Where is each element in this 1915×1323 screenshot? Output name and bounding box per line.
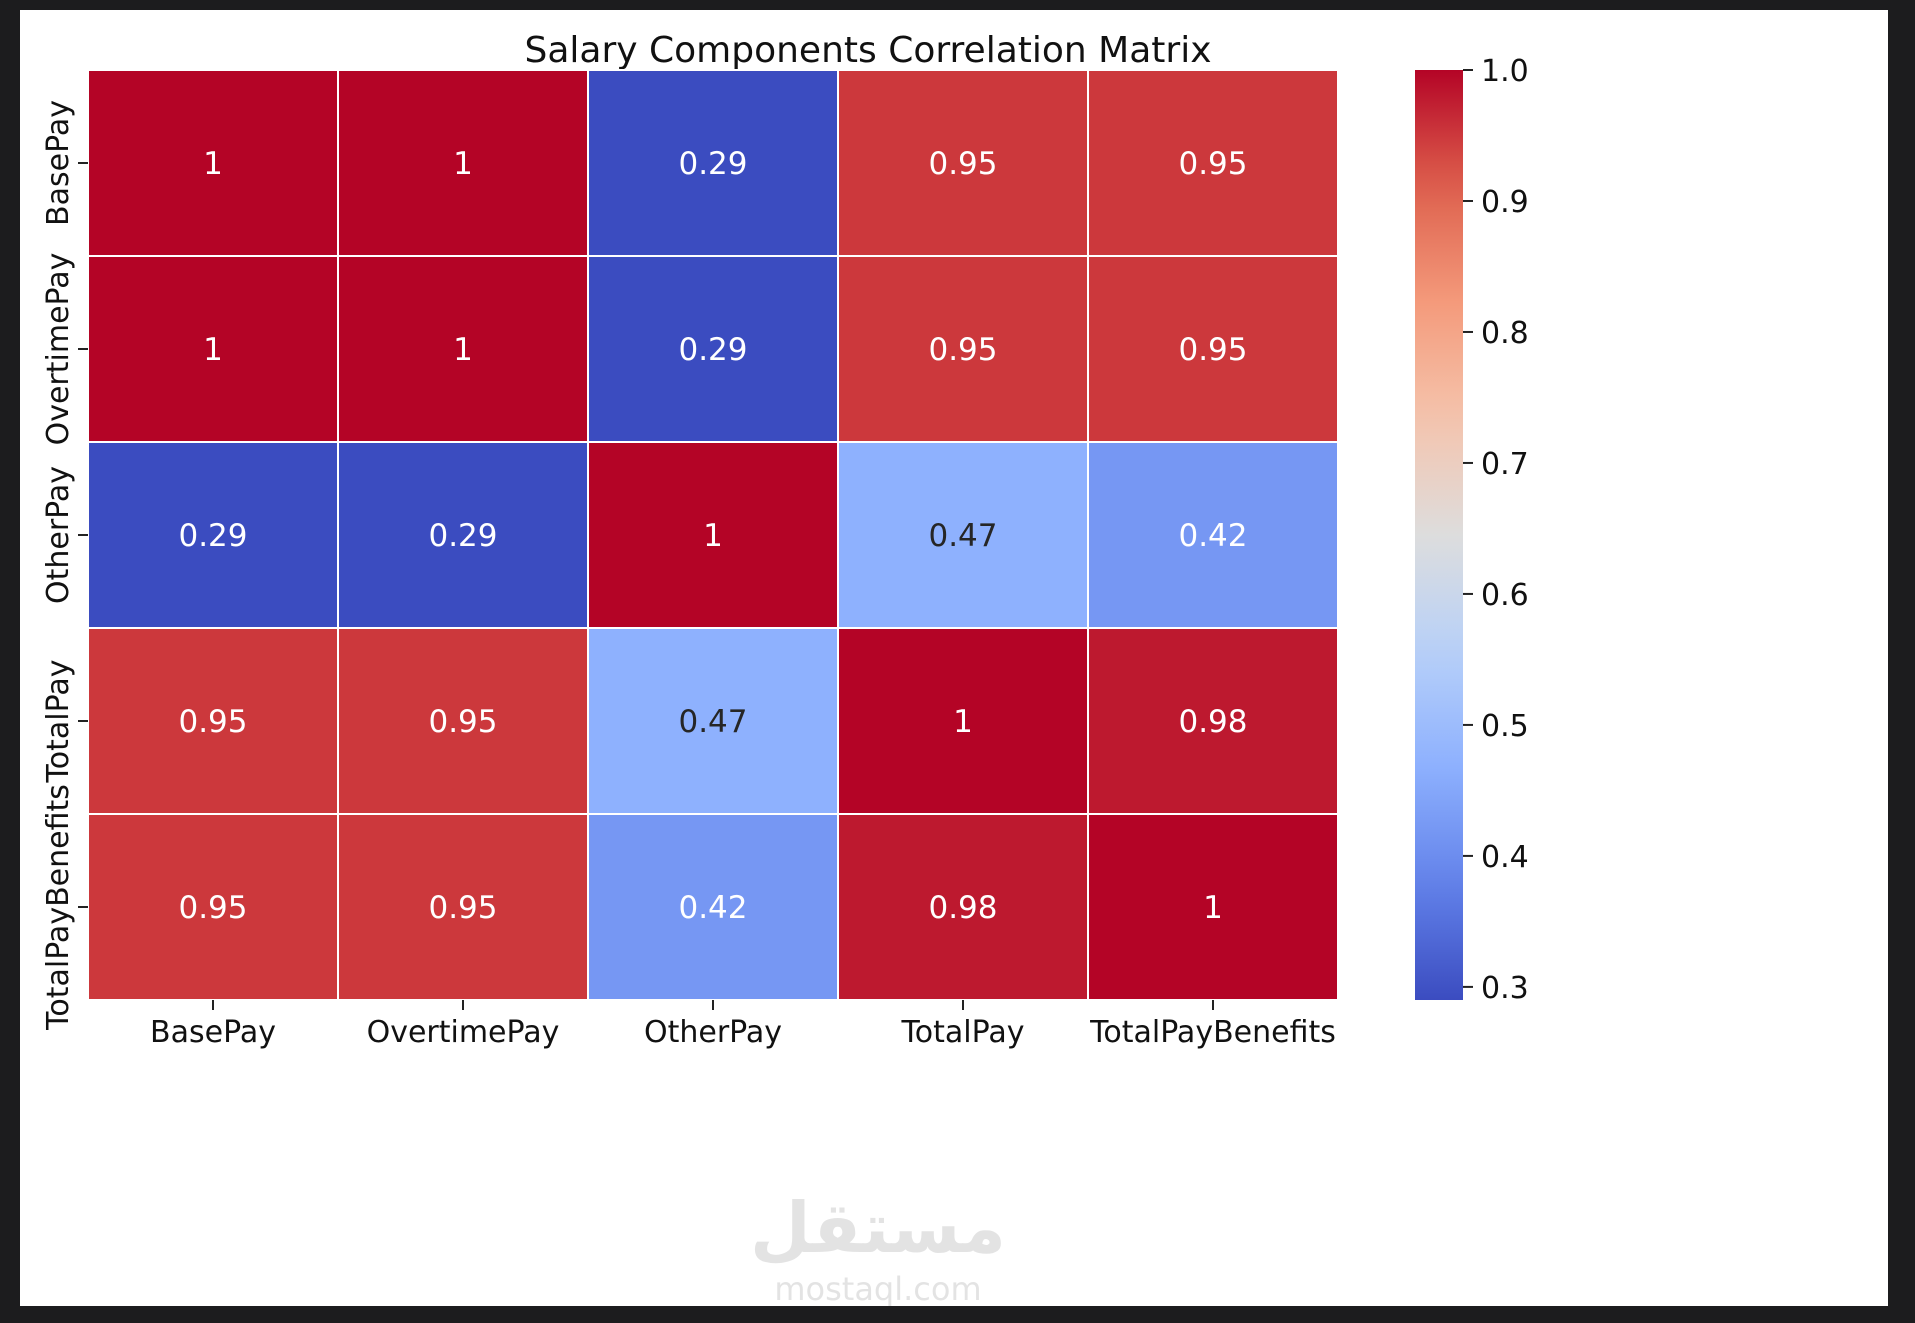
x-tick-label-1: OvertimePay [367,1015,560,1050]
colorbar-tick-label-4: 0.7 [1481,447,1529,482]
cell-annotation-r4-c2: 0.42 [678,890,747,926]
cell-annotation-r1-c3: 0.95 [928,332,997,368]
heatmap-cell-r4-c0 [87,813,339,1001]
colorbar-tick-label-6: 0.9 [1481,185,1529,220]
heatmap-cell-r3-c4 [1087,627,1339,815]
heatmap-cell-r0-c4 [1087,69,1339,257]
x-tick-label-2: OtherPay [644,1015,782,1050]
heatmap-cell-r4-c2 [587,813,839,1001]
heatmap-cell-r3-c2 [587,627,839,815]
cell-annotations: 1 1 0.29 0.95 0.95 1 1 0.29 0.95 0.95 0.29 0.29 1 0.4… [178,146,1247,926]
cell-annotation-r4-c4: 1 [1203,890,1223,926]
colorbar-gradient [1415,70,1463,1000]
watermark-latin: mostaql.com [774,1270,981,1306]
y-tick-label-2: OtherPay [41,466,76,604]
cell-annotation-r2-c1: 0.29 [428,518,497,554]
heatmap-cell-r0-c1 [337,69,589,257]
heatmap-cell-r3-c1 [337,627,589,815]
x-axis-ticks: BasePay OvertimePay OtherPay TotalPay TotalP… [150,1000,1336,1050]
heatmap-cell-r1-c4 [1087,255,1339,443]
colorbar-tick-label-2: 0.5 [1481,709,1529,744]
y-tick-label-0: BasePay [41,100,76,226]
chart-frame: Salary Components Correlation Matrix 1 1 0… [20,10,1888,1306]
cell-annotation-r1-c1: 1 [453,332,473,368]
cell-annotation-r1-c4: 0.95 [1178,332,1247,368]
cell-annotation-r4-c0: 0.95 [178,890,247,926]
y-axis-ticks: BasePay OvertimePay OtherPay TotalPayTotalP… [41,100,88,1031]
cell-annotation-r3-c4: 0.98 [1178,704,1247,740]
cell-annotation-r1-c0: 1 [203,332,223,368]
heatmap-cell-r2-c1 [337,441,589,629]
colorbar-tick-label-7: 1.0 [1481,54,1529,89]
heatmap-cell-r2-c2 [587,441,839,629]
cell-annotation-r3-c3: 1 [953,704,973,740]
colorbar: 0.3 0.4 0.5 0.6 0.7 0.8 0.9 1.0 [1415,54,1529,1006]
heatmap-cell-r1-c2 [587,255,839,443]
colorbar-tick-label-0: 0.3 [1481,971,1529,1006]
watermark: مستقل mostaql.com [750,1187,1006,1306]
x-tick-label-3: TotalPay [901,1015,1025,1050]
chart-title: Salary Components Correlation Matrix [524,30,1211,71]
cell-annotation-r4-c1: 0.95 [428,890,497,926]
y-tick-label-4: TotalPayBenefits [41,784,76,1031]
cell-annotation-r2-c3: 0.47 [928,518,997,554]
cell-annotation-r3-c0: 0.95 [178,704,247,740]
colorbar-tick-label-1: 0.4 [1481,840,1529,875]
cell-annotation-r2-c2: 1 [703,518,723,554]
cell-annotation-r0-c3: 0.95 [928,146,997,182]
correlation-heatmap: Salary Components Correlation Matrix 1 1 0… [41,30,1529,1306]
colorbar-tick-label-3: 0.6 [1481,578,1529,613]
y-tick-label-1: OvertimePay [41,253,76,446]
watermark-arabic: مستقل [750,1187,1006,1269]
cell-annotation-r0-c1: 1 [453,146,473,182]
cell-annotation-r0-c2: 0.29 [678,146,747,182]
heatmap-cell-r1-c0 [87,255,339,443]
heatmap-cell-r3-c3 [837,627,1089,815]
heatmap-cell-r0-c0 [87,69,339,257]
x-tick-label-0: BasePay [150,1015,276,1050]
cell-annotation-r3-c2: 0.47 [678,704,747,740]
heatmap-cells [87,69,1339,1001]
heatmap-cell-r0-c3 [837,69,1089,257]
cell-annotation-r2-c0: 0.29 [178,518,247,554]
x-tick-label-4: TotalPayBenefits [1089,1015,1336,1050]
heatmap-cell-r2-c3 [837,441,1089,629]
heatmap-cell-r4-c4 [1087,813,1339,1001]
heatmap-cell-r4-c1 [337,813,589,1001]
heatmap-cell-r2-c4 [1087,441,1339,629]
cell-annotation-r3-c1: 0.95 [428,704,497,740]
colorbar-tick-label-5: 0.8 [1481,316,1529,351]
cell-annotation-r1-c2: 0.29 [678,332,747,368]
cell-annotation-r0-c4: 0.95 [1178,146,1247,182]
heatmap-cell-r0-c2 [587,69,839,257]
cell-annotation-r2-c4: 0.42 [1178,518,1247,554]
cell-annotation-r0-c0: 1 [203,146,223,182]
y-tick-label-3: TotalPay [41,660,76,784]
cell-annotation-r4-c3: 0.98 [928,890,997,926]
